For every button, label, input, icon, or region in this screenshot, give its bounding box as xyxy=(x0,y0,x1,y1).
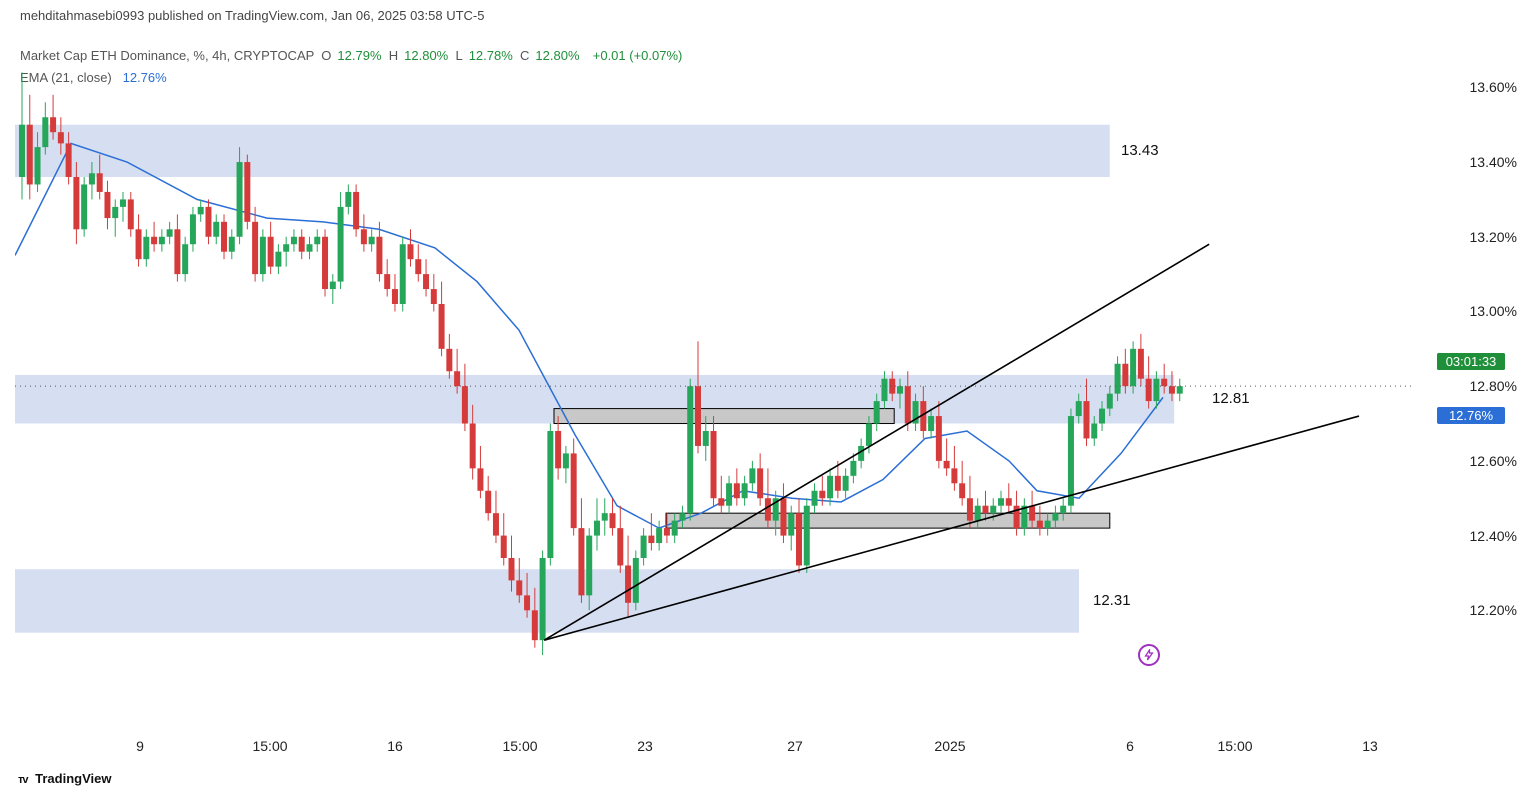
y-tick-label: 12.60% xyxy=(1470,453,1517,469)
x-tick-label: 6 xyxy=(1126,738,1134,754)
zone-price-label: 13.43 xyxy=(1121,142,1159,159)
publish-info: mehditahmasebi0993 published on TradingV… xyxy=(20,8,485,23)
x-tick-label: 15:00 xyxy=(1217,738,1252,754)
zone-price-label: 12.81 xyxy=(1212,390,1250,407)
price-tag-line: 12.76% xyxy=(1437,407,1505,424)
y-axis: 13.60% 13.40% 13.20% 13.00% 12.80% 12.60% 12.4… xyxy=(1427,40,1517,740)
y-tick-label: 13.40% xyxy=(1470,154,1517,170)
footer-branding: ᴛᴠ TradingView xyxy=(18,771,111,786)
x-tick-label: 9 xyxy=(136,738,144,754)
y-tick-label: 12.40% xyxy=(1470,528,1517,544)
price-chart[interactable] xyxy=(15,40,1415,740)
x-axis: 9 15:00 16 15:00 23 27 2025 6 15:00 13 xyxy=(15,738,1415,758)
x-tick-label: 13 xyxy=(1362,738,1378,754)
y-tick-label: 12.80% xyxy=(1470,378,1517,394)
zone-price-label: 12.31 xyxy=(1093,592,1131,609)
x-tick-label: 23 xyxy=(637,738,653,754)
tradingview-logo-icon: ᴛᴠ xyxy=(18,774,28,786)
x-tick-label: 2025 xyxy=(934,738,965,754)
author: mehditahmasebi0993 xyxy=(20,8,144,23)
tradingview-text: TradingView xyxy=(35,771,111,786)
y-tick-label: 12.20% xyxy=(1470,602,1517,618)
publish-datetime: Jan 06, 2025 03:58 UTC-5 xyxy=(331,8,484,23)
lightning-icon[interactable] xyxy=(1138,644,1160,666)
x-tick-label: 27 xyxy=(787,738,803,754)
x-tick-label: 16 xyxy=(387,738,403,754)
x-tick-label: 15:00 xyxy=(252,738,287,754)
y-tick-label: 13.00% xyxy=(1470,303,1517,319)
y-tick-label: 13.60% xyxy=(1470,79,1517,95)
price-tag-line: 03:01:33 xyxy=(1437,353,1505,370)
published-on: published on TradingView.com, xyxy=(148,8,328,23)
y-tick-label: 13.20% xyxy=(1470,229,1517,245)
x-tick-label: 15:00 xyxy=(502,738,537,754)
